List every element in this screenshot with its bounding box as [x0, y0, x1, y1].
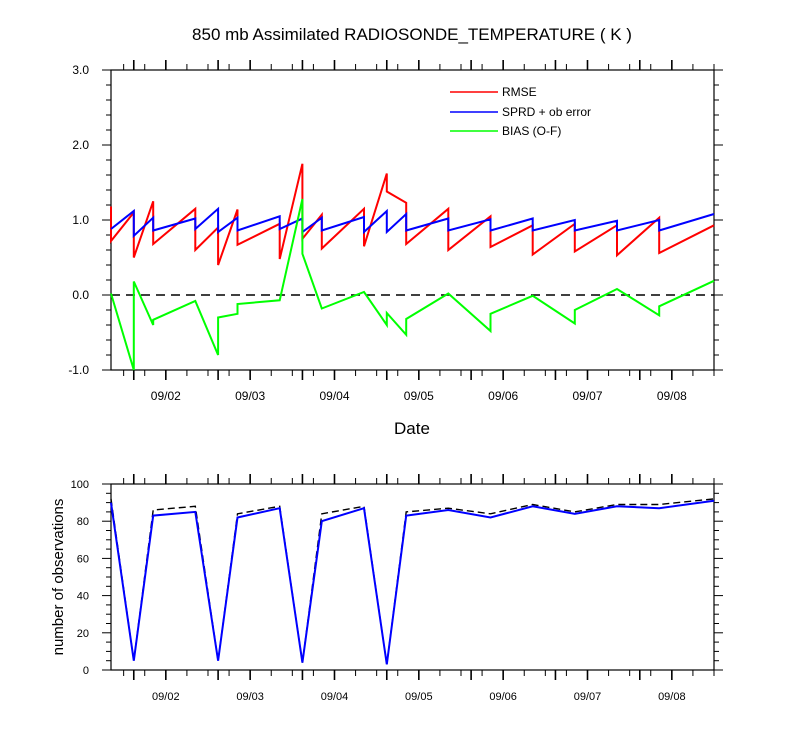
x-tick-label-09-02: 09/02	[151, 389, 181, 403]
bottom-series-group	[110, 498, 715, 665]
series-line-sprd-ob-error	[110, 206, 715, 239]
legend: RMSE SPRD + ob error BIAS (O-F)	[450, 85, 591, 138]
bottom-x-axis: 09/02 09/03 09/04 09/05 09/06 09/07 09/08	[123, 474, 715, 703]
x-tick-label-09-08: 09/08	[658, 691, 686, 703]
x-tick-label-09-04: 09/04	[321, 691, 349, 703]
x-tick-label-09-03: 09/03	[236, 691, 264, 703]
series-line-assimilated-observations	[110, 499, 715, 665]
y-tick-label: 0.0	[72, 288, 89, 302]
y-tick-label: 1.0	[72, 213, 89, 227]
y-tick-label: -1.0	[68, 363, 89, 377]
series-line-possible-observations	[110, 498, 715, 665]
x-tick-label-09-06: 09/06	[488, 389, 518, 403]
x-tick-label-09-02: 09/02	[152, 691, 180, 703]
x-tick-label-09-04: 09/04	[319, 389, 349, 403]
legend-label-sprd: SPRD + ob error	[502, 105, 591, 119]
y-tick-label: 40	[77, 591, 89, 603]
y-axis-label-observations: number of observations	[50, 499, 67, 656]
chart-title: 850 mb Assimilated RADIOSONDE_TEMPERATUR…	[192, 25, 632, 44]
x-tick-label-09-07: 09/07	[572, 389, 602, 403]
y-tick-label: 2.0	[72, 138, 89, 152]
x-tick-label-09-05: 09/05	[405, 691, 433, 703]
x-axis-label: Date	[394, 419, 430, 438]
y-tick-label: 0	[83, 665, 89, 677]
y-tick-label: 60	[77, 553, 89, 565]
y-tick-label: 100	[71, 479, 89, 491]
series-line-bias-o-f	[110, 198, 715, 371]
x-tick-label-09-07: 09/07	[574, 691, 602, 703]
top-plot-panel: -1.00.01.02.03.0 09/02 09/03 09/04 09/05 09/…	[68, 60, 723, 403]
top-y-axis: -1.0 0.0 1.0 2.0 3.0	[68, 63, 723, 377]
top-plot-frame	[110, 69, 715, 371]
legend-label-bias: BIAS (O-F)	[502, 124, 561, 138]
x-tick-label-09-06: 09/06	[489, 691, 517, 703]
x-tick-label-09-03: 09/03	[235, 389, 265, 403]
top-x-axis: 09/02 09/03 09/04 09/05 09/06 09/07 09/08	[123, 60, 715, 403]
y-tick-label: 3.0	[72, 63, 89, 77]
series-line-rmse	[110, 163, 715, 266]
bottom-y-axis: 0 20 40 60 80 100	[71, 479, 723, 677]
x-tick-label-09-08: 09/08	[657, 389, 687, 403]
x-tick-label-09-05: 09/05	[404, 389, 434, 403]
legend-label-rmse: RMSE	[502, 85, 537, 99]
y-tick-label: 80	[77, 516, 89, 528]
top-series-group	[110, 163, 715, 371]
y-tick-label: 20	[77, 628, 89, 640]
